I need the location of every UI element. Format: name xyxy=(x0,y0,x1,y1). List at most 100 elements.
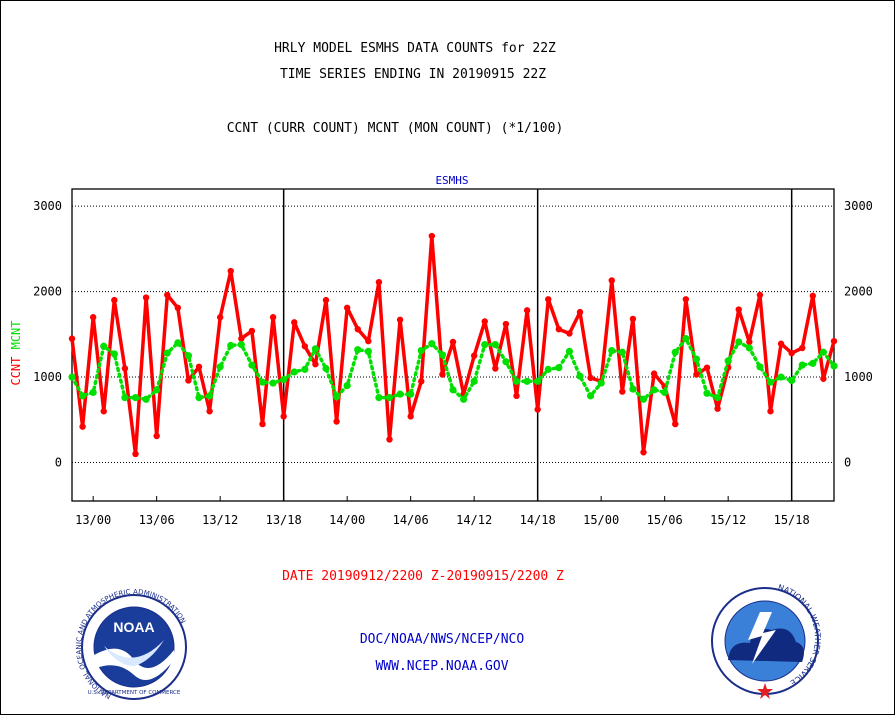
x-tick-label: 14/00 xyxy=(329,513,365,527)
x-tick-label: 15/00 xyxy=(583,513,619,527)
data-point-mcnt xyxy=(205,392,214,400)
data-point-mcnt xyxy=(565,347,574,356)
data-point-mcnt xyxy=(724,357,732,365)
data-point-mcnt xyxy=(163,349,171,357)
data-point-mcnt xyxy=(586,392,595,400)
data-point-ccnt xyxy=(227,267,234,275)
data-point-mcnt xyxy=(375,393,383,402)
x-tick-label: 13/18 xyxy=(266,513,302,527)
data-point-mcnt xyxy=(364,347,372,356)
data-point-mcnt xyxy=(269,379,277,387)
data-point-mcnt xyxy=(78,392,87,400)
data-point-mcnt xyxy=(301,365,309,373)
x-tick-label: 13/00 xyxy=(75,513,111,527)
data-point-mcnt xyxy=(745,344,753,352)
data-point-mcnt xyxy=(385,393,394,402)
data-point-mcnt xyxy=(597,379,605,387)
data-point-mcnt xyxy=(343,382,351,390)
noaa-logo: NOAA NATIONAL OCEANIC AND ATMOSPHERIC AD… xyxy=(75,588,187,700)
data-point-ccnt xyxy=(555,325,563,333)
data-point-mcnt xyxy=(354,346,362,354)
data-point-mcnt xyxy=(407,390,415,398)
data-point-ccnt xyxy=(682,296,690,303)
data-point-ccnt xyxy=(365,337,372,345)
data-point-ccnt xyxy=(672,420,679,428)
data-point-ccnt xyxy=(312,361,319,368)
data-point-ccnt xyxy=(640,449,647,456)
x-tick-label: 14/06 xyxy=(393,513,429,527)
data-point-ccnt xyxy=(788,349,795,357)
data-point-mcnt xyxy=(735,338,743,346)
data-point-ccnt xyxy=(481,318,488,325)
data-point-ccnt xyxy=(566,330,573,337)
data-point-mcnt xyxy=(534,377,542,385)
org-line-link[interactable]: DOC/NOAA/NWS/NCEP/NCO xyxy=(360,632,525,647)
data-point-mcnt xyxy=(237,340,245,349)
data-point-mcnt xyxy=(322,364,330,373)
data-point-ccnt xyxy=(100,408,107,415)
data-point-mcnt xyxy=(777,373,785,381)
data-point-mcnt xyxy=(438,351,447,359)
data-point-ccnt xyxy=(439,371,446,378)
data-point-mcnt xyxy=(121,393,129,402)
data-point-mcnt xyxy=(311,345,320,353)
x-tick-label: 13/06 xyxy=(139,513,175,527)
data-point-ccnt xyxy=(407,413,414,420)
data-point-mcnt xyxy=(396,390,404,398)
data-point-ccnt xyxy=(216,314,224,321)
data-point-mcnt xyxy=(481,340,489,349)
data-point-mcnt xyxy=(703,389,711,397)
data-point-ccnt xyxy=(703,364,711,371)
data-point-ccnt xyxy=(79,423,86,430)
data-point-mcnt xyxy=(692,355,701,363)
data-point-ccnt xyxy=(746,338,753,346)
data-point-ccnt xyxy=(820,375,827,382)
data-point-ccnt xyxy=(164,291,171,299)
data-point-ccnt xyxy=(502,320,510,328)
data-point-ccnt xyxy=(470,352,478,359)
data-point-ccnt xyxy=(576,308,584,316)
data-point-ccnt xyxy=(629,315,637,323)
data-point-ccnt xyxy=(333,418,340,425)
data-point-mcnt xyxy=(618,348,626,356)
y-tick-label-left: 2000 xyxy=(33,285,62,299)
data-point-mcnt xyxy=(68,373,76,381)
y-tick-label-right: 1000 xyxy=(844,370,873,384)
data-point-ccnt xyxy=(375,278,383,286)
data-point-ccnt xyxy=(735,306,742,313)
data-point-ccnt xyxy=(809,292,817,300)
y-tick-label-left: 1000 xyxy=(33,370,62,384)
data-point-ccnt xyxy=(830,337,838,345)
data-point-mcnt xyxy=(608,346,616,355)
y-tick-label-left: 0 xyxy=(55,456,62,470)
data-point-mcnt xyxy=(248,361,256,369)
y-axis-label-ccnt: CCNT MCNT xyxy=(9,320,23,385)
chart-title-line1: HRLY MODEL ESMHS DATA COUNTS for 22Z xyxy=(274,41,556,56)
data-point-mcnt xyxy=(756,363,764,371)
plot-area: 0 0 1000 1000 2000 2000 3000 3000 13/00 13/06 13/1… xyxy=(33,188,873,527)
data-point-mcnt xyxy=(174,339,182,347)
y-axis-label-group: CCNT MCNT xyxy=(9,320,23,385)
data-point-ccnt xyxy=(185,377,192,384)
data-point-ccnt xyxy=(248,327,256,335)
data-point-mcnt xyxy=(195,393,203,402)
data-point-mcnt xyxy=(502,358,510,366)
data-point-mcnt xyxy=(89,388,97,397)
data-point-mcnt xyxy=(788,376,796,385)
data-point-ccnt xyxy=(301,343,309,350)
website-link[interactable]: WWW.NCEP.NOAA.GOV xyxy=(375,659,508,674)
data-point-mcnt xyxy=(428,340,436,348)
data-point-mcnt xyxy=(131,393,140,402)
data-point-ccnt xyxy=(545,296,552,303)
data-point-ccnt xyxy=(354,325,361,333)
data-point-ccnt xyxy=(291,319,298,326)
data-point-ccnt xyxy=(799,344,806,352)
data-point-ccnt xyxy=(449,338,457,346)
x-tick-label: 13/12 xyxy=(202,513,238,527)
data-point-ccnt xyxy=(280,413,287,420)
data-point-ccnt xyxy=(587,374,594,382)
data-point-mcnt xyxy=(470,377,478,385)
x-tick-label: 15/06 xyxy=(647,513,683,527)
data-point-mcnt xyxy=(544,365,552,373)
data-point-ccnt xyxy=(174,304,182,312)
